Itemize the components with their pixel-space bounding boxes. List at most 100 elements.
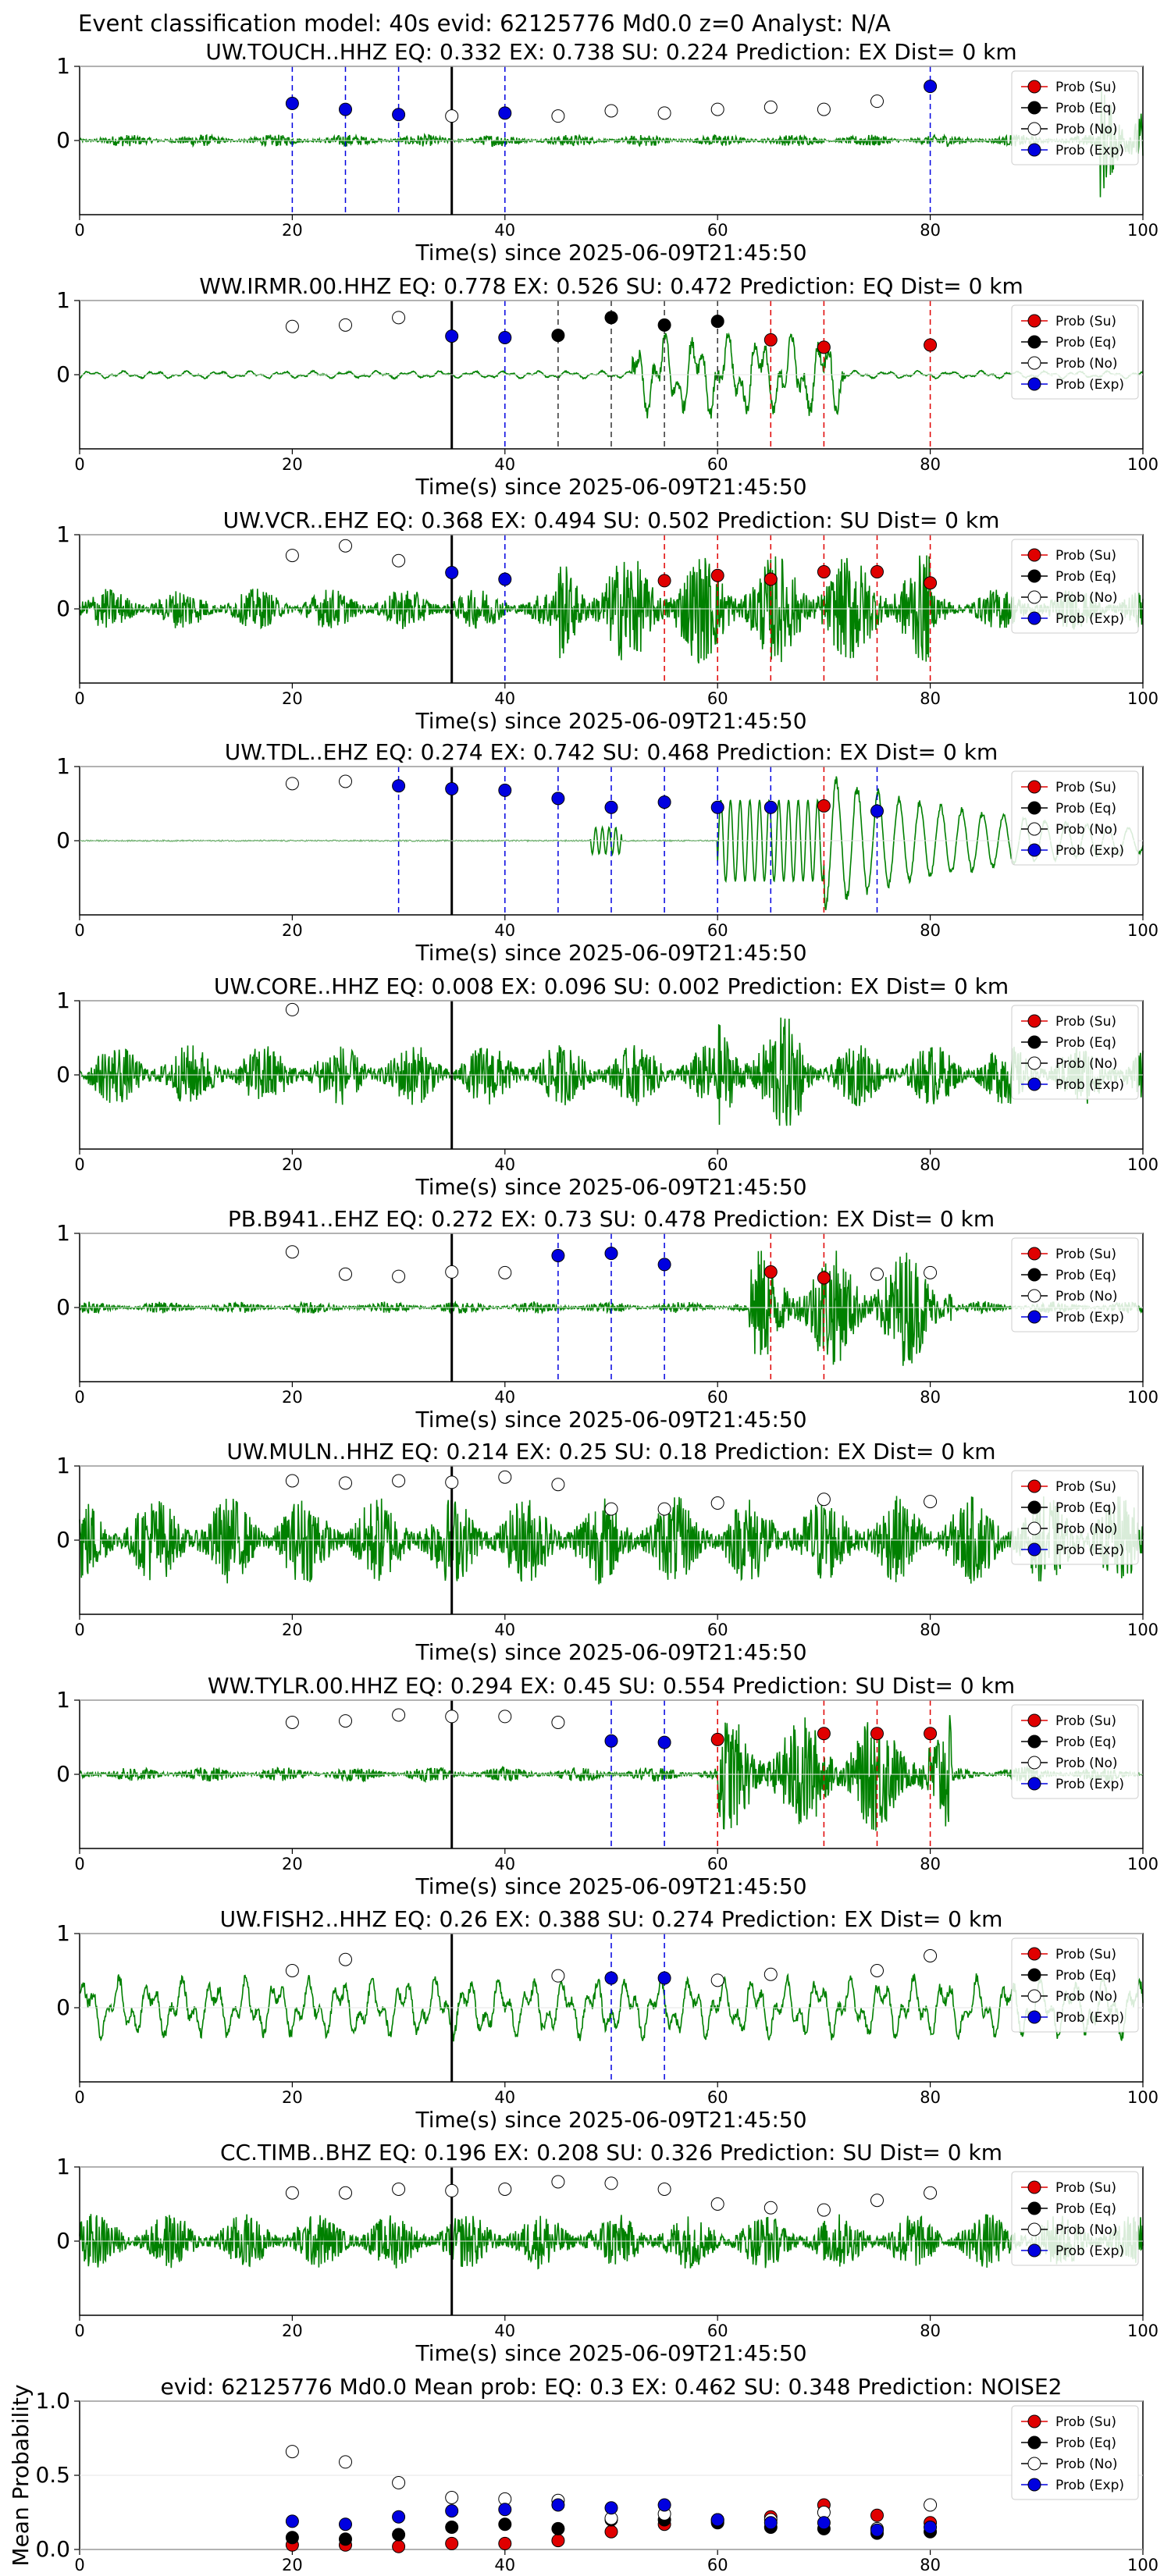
- x-axis-label: Time(s) since 2025-06-09T21:45:50: [415, 708, 806, 734]
- panel-title: UW.FISH2..HHZ EQ: 0.26 EX: 0.388 SU: 0.2…: [220, 1906, 1003, 1932]
- legend-box: [1011, 1237, 1139, 1332]
- probability-point-no: [392, 1708, 406, 1722]
- y-tick-label: 0: [56, 1994, 70, 2020]
- probability-point-no: [339, 318, 352, 332]
- probability-point-exp: [498, 331, 512, 344]
- legend-label: Prob (Eq): [1055, 1500, 1116, 1516]
- x-tick-label: 0: [74, 1388, 84, 1407]
- x-tick-label: 0: [74, 1855, 84, 1873]
- probability-point-su: [817, 340, 831, 354]
- probability-point-no: [339, 1476, 352, 1490]
- legend-box: [1011, 1005, 1139, 1100]
- probability-point-no: [285, 1245, 299, 1259]
- chart-panel-5: 0 20 40 60 80 100 1 0 UW.CORE..HHZ EQ: 0.008 EX:…: [56, 973, 1159, 1200]
- y-tick-label: 0.0: [35, 2536, 70, 2562]
- legend-label: Prob (Exp): [1055, 1077, 1124, 1093]
- probability-point-no: [285, 549, 299, 563]
- probability-point-su: [817, 1727, 831, 1741]
- legend-label: Prob (No): [1055, 590, 1118, 606]
- x-tick-label: 80: [920, 221, 941, 240]
- probability-point-su: [763, 572, 778, 586]
- x-tick-label: 40: [494, 1621, 515, 1639]
- legend-marker: [1027, 1479, 1041, 1493]
- panel-title: WW.TYLR.00.HHZ EQ: 0.294 EX: 0.45 SU: 0.…: [208, 1673, 1015, 1699]
- mean-point-no: [445, 2491, 459, 2504]
- legend-label: Prob (Eq): [1055, 2435, 1116, 2451]
- x-tick-label: 60: [707, 2556, 728, 2574]
- y-tick-label: 0: [56, 2228, 70, 2254]
- probability-point-exp: [551, 1249, 565, 1262]
- probability-point-no: [604, 104, 618, 118]
- x-tick-label: 80: [920, 1155, 941, 1174]
- x-tick-label: 0: [74, 455, 84, 474]
- panel-title: UW.TDL..EHZ EQ: 0.274 EX: 0.742 SU: 0.46…: [225, 739, 998, 765]
- probability-point-no: [285, 1002, 299, 1016]
- probability-point-no: [339, 2186, 352, 2200]
- x-tick-label: 100: [1127, 2322, 1159, 2340]
- waveform-trace: [79, 1017, 1144, 1126]
- chart-panel-11: 0 20 40 60 80 100 1.0 0.5 0.0 evid: 62125776 Md0.…: [8, 2374, 1159, 2574]
- x-axis-label: Time(s) since 2025-06-09T21:45:50: [415, 2340, 806, 2366]
- legend-label: Prob (Su): [1055, 1947, 1116, 1962]
- x-tick-label: 60: [707, 2088, 728, 2107]
- x-tick-label: 80: [920, 1855, 941, 1873]
- legend-marker: [1027, 2222, 1041, 2236]
- legend-label: Prob (Exp): [1055, 143, 1124, 158]
- probability-point-no: [339, 774, 352, 788]
- probability-point-no: [870, 94, 884, 109]
- chart-panel-6: 0 20 40 60 80 100 1 0 PB.B941..EHZ EQ: 0.272 EX:…: [56, 1206, 1159, 1432]
- probability-point-no: [551, 1969, 565, 1983]
- y-tick-label: 1: [56, 1220, 70, 1246]
- mean-point-su: [498, 2536, 512, 2550]
- probability-point-exp: [604, 1971, 618, 1985]
- probability-point-no: [445, 1265, 459, 1279]
- legend-marker: [1027, 377, 1041, 391]
- legend-marker: [1027, 1989, 1041, 2003]
- x-tick-label: 0: [74, 2556, 84, 2574]
- legend-label: Prob (Su): [1055, 1713, 1116, 1729]
- legend-marker: [1027, 335, 1041, 349]
- probability-point-exp: [392, 779, 406, 793]
- probability-point-no: [763, 1967, 778, 1981]
- chart-panel-9: 0 20 40 60 80 100 1 0 UW.FISH2..HHZ EQ: 0.26 EX:…: [56, 1906, 1159, 2133]
- legend-label: Prob (Eq): [1055, 1268, 1116, 1283]
- legend-label: Prob (No): [1055, 1289, 1118, 1304]
- probability-point-no: [285, 319, 299, 333]
- probability-point-no: [551, 109, 565, 123]
- probability-point-no: [285, 1716, 299, 1729]
- legend-label: Prob (Exp): [1055, 611, 1124, 627]
- probability-point-no: [445, 2183, 459, 2197]
- chart-panel-10: 0 20 40 60 80 100 1 0 CC.TIMB..BHZ EQ: 0.196 EX:…: [56, 2140, 1159, 2366]
- x-tick-label: 20: [282, 689, 303, 708]
- y-tick-label: 0: [56, 1294, 70, 1320]
- legend-label: Prob (No): [1055, 1989, 1118, 2005]
- y-tick-label: 1: [56, 53, 70, 79]
- x-tick-label: 60: [707, 689, 728, 708]
- probability-point-exp: [339, 102, 352, 116]
- legend-marker: [1027, 1310, 1041, 1324]
- probability-point-exp: [604, 800, 618, 814]
- x-tick-label: 0: [74, 2322, 84, 2340]
- legend-marker: [1027, 80, 1041, 94]
- y-tick-label: 0.5: [35, 2462, 70, 2488]
- mean-point-su: [604, 2524, 618, 2539]
- mean-point-exp: [604, 2501, 618, 2515]
- mean-point-exp: [498, 2503, 512, 2517]
- legend-marker: [1027, 1756, 1041, 1770]
- x-tick-label: 20: [282, 1388, 303, 1407]
- x-tick-label: 60: [707, 2322, 728, 2340]
- mean-point-su: [551, 2534, 565, 2548]
- legend-marker: [1027, 1014, 1041, 1028]
- x-tick-label: 60: [707, 1855, 728, 1873]
- mean-point-eq: [498, 2517, 512, 2532]
- probability-point-no: [604, 1502, 618, 1516]
- x-axis-label: Time(s) since 2025-06-09T21:45:50: [415, 940, 806, 966]
- probability-point-no: [763, 100, 778, 114]
- probability-point-no: [445, 1475, 459, 1489]
- mean-point-no: [285, 2445, 299, 2459]
- legend-marker: [1027, 101, 1041, 115]
- x-axis-label: Time(s) since 2025-06-09T21:45:50: [415, 240, 806, 265]
- probability-point-exp: [498, 572, 512, 586]
- chart-panel-8: 0 20 40 60 80 100 1 0 WW.TYLR.00.HHZ EQ: 0.294 E…: [56, 1673, 1159, 1899]
